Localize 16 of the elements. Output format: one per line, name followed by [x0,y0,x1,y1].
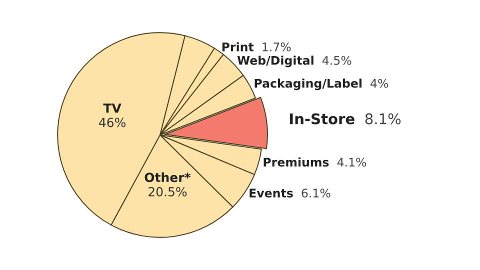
slice-label: TV [103,104,122,113]
slice-label: Other* [144,172,191,182]
data-label: 4.5% [322,56,352,65]
data-label: 4% [370,78,388,88]
slice-label: In-Store [290,113,354,124]
slice-label: Premiums [264,157,329,167]
data-label: 4.1% [337,158,366,167]
slice-label: Print [222,42,254,52]
data-label: 6.1% [302,188,330,198]
data-label: 8.1% [365,113,401,124]
data-label: 46% [99,118,126,128]
data-label: 20.5% [148,186,187,196]
data-label: 1.7% [262,42,291,52]
slice-label: Packaging/Label [254,78,362,90]
slice-label: Events [250,188,293,198]
slice-label: Web/Digital [237,56,314,68]
